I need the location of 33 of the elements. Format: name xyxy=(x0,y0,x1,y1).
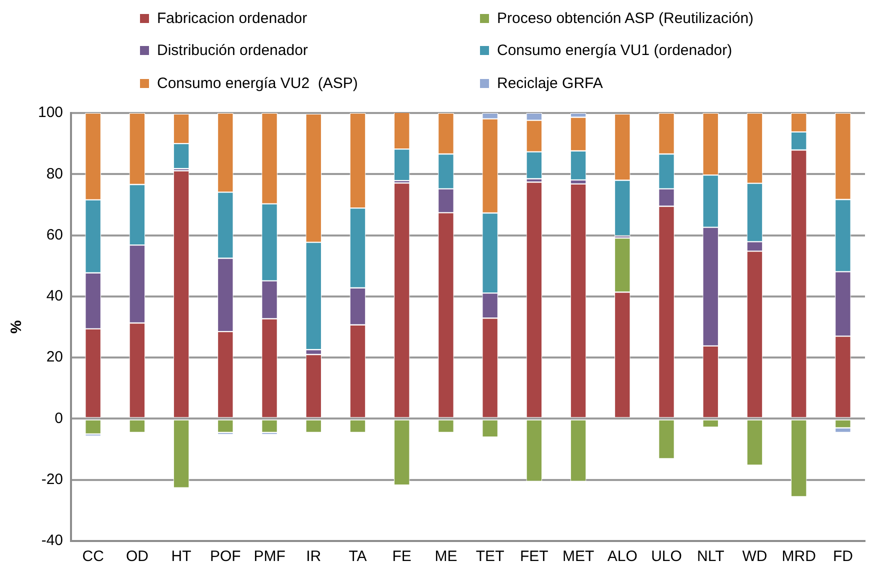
x-tick-label: TET xyxy=(476,548,504,566)
y-tick-label: 20 xyxy=(46,348,64,366)
x-tick-label: NLT xyxy=(697,548,724,566)
legend-label: Reciclaje GRFA xyxy=(497,75,603,92)
y-tick-label: 40 xyxy=(46,288,64,305)
x-tick-label: HT xyxy=(171,548,192,566)
y-tick-label: 80 xyxy=(46,165,64,182)
legend-label: Distribución ordenador xyxy=(157,42,308,60)
y-tick-label: 0 xyxy=(54,410,64,427)
legend-label: Consumo energía VU1 (ordenador) xyxy=(497,42,732,60)
legend-label: Consumo energía VU2 (ASP) xyxy=(157,75,358,92)
x-tick-label: ME xyxy=(434,548,458,566)
y-tick-label: -40 xyxy=(41,532,64,550)
x-tick-label: MET xyxy=(562,548,594,566)
x-tick-label: CC xyxy=(82,548,104,566)
x-tick-label: FE xyxy=(392,548,412,566)
x-tick-label: MRD xyxy=(782,548,816,566)
y-tick-label: 60 xyxy=(46,226,64,244)
x-tick-label: ULO xyxy=(651,548,682,566)
x-tick-label: WD xyxy=(742,548,768,566)
y-axis-title: % xyxy=(8,320,26,334)
x-tick-label: OD xyxy=(126,548,149,566)
x-tick-label: POF xyxy=(210,548,241,566)
x-tick-label: FD xyxy=(832,548,854,566)
x-tick-label: TA xyxy=(348,548,367,566)
x-tick-label: PMF xyxy=(254,548,286,566)
y-tick-label: 100 xyxy=(38,104,64,122)
x-tick-label: IR xyxy=(306,548,322,566)
legend-label: Fabricacion ordenador xyxy=(157,10,308,27)
x-tick-label: ALO xyxy=(607,548,638,566)
legend-label: Proceso obtención ASP (Reutilización) xyxy=(497,10,754,27)
x-tick-label: FET xyxy=(520,548,548,566)
y-tick-label: -20 xyxy=(41,471,64,488)
